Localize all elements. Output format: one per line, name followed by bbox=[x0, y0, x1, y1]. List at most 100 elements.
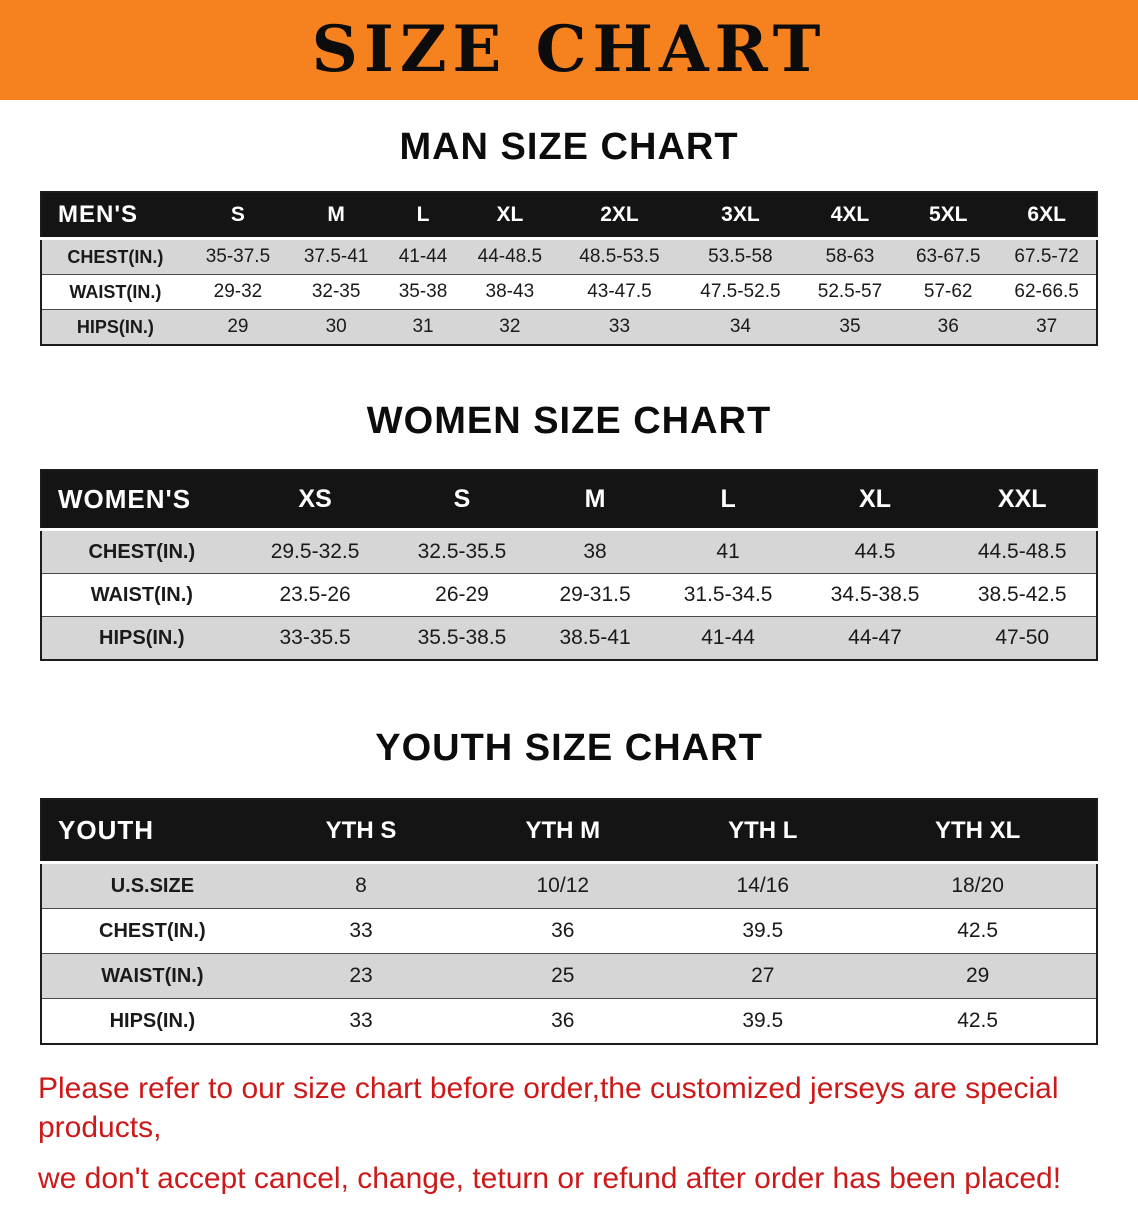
value-cell: 29.5-32.5 bbox=[270, 540, 360, 563]
value-cell: 42.5 bbox=[957, 1009, 999, 1032]
value-cell: 44.5 bbox=[854, 540, 896, 563]
value-cell: 33 bbox=[349, 1009, 373, 1032]
table-title-cell: MEN'S bbox=[58, 201, 139, 228]
disclaimer: Please refer to our size chart before or… bbox=[0, 1045, 1138, 1220]
men-size-section: MAN SIZE CHART MEN'S S M L XL 2XL 3XL 4XL 5XL 6XL… bbox=[0, 126, 1138, 346]
measurement-row: HIPS(IN.) 29 30 31 32 33 34 35 36 37 bbox=[41, 309, 1097, 345]
charts-container: MAN SIZE CHART MEN'S S M L XL 2XL 3XL 4XL 5XL 6XL… bbox=[0, 126, 1138, 1045]
size-header-cell: YTH S bbox=[325, 816, 397, 844]
value-cell: 32.5-35.5 bbox=[417, 540, 507, 563]
youth-size-table: YOUTH YTH S YTH M YTH L YTH XL U.S.SIZE 8 10/12… bbox=[40, 798, 1098, 1045]
value-cell: 48.5-53.5 bbox=[579, 246, 660, 267]
row-label-cell: HIPS(IN.) bbox=[99, 626, 185, 649]
header-row: YOUTH YTH S YTH M YTH L YTH XL bbox=[41, 799, 1097, 863]
value-cell: 8 bbox=[355, 874, 367, 897]
size-header-cell: YTH XL bbox=[934, 816, 1021, 844]
value-cell: 14/16 bbox=[736, 874, 790, 897]
row-label-cell: CHEST(IN.) bbox=[88, 540, 196, 563]
value-cell: 33 bbox=[608, 316, 631, 337]
row-label-cell: WAIST(IN.) bbox=[90, 583, 193, 606]
value-cell: 34 bbox=[729, 316, 751, 337]
size-header-cell: YTH L bbox=[728, 816, 798, 844]
size-header-cell: XL bbox=[859, 485, 891, 513]
value-cell: 67.5-72 bbox=[1014, 246, 1079, 267]
title-banner: SIZE CHART bbox=[0, 0, 1138, 100]
size-header-cell: 4XL bbox=[830, 203, 870, 226]
measurement-row: CHEST(IN.) 33 36 39.5 42.5 bbox=[41, 908, 1097, 954]
row-label-cell: HIPS(IN.) bbox=[76, 316, 154, 337]
value-cell: 23 bbox=[349, 964, 373, 987]
value-cell: 53.5-58 bbox=[708, 246, 773, 267]
value-cell: 37.5-41 bbox=[303, 246, 369, 267]
value-cell: 38-43 bbox=[485, 281, 535, 302]
table-title-cell: WOMEN'S bbox=[58, 484, 192, 514]
size-header-cell: L bbox=[416, 203, 430, 226]
value-cell: 33-35.5 bbox=[279, 626, 351, 649]
value-cell: 39.5 bbox=[742, 1009, 784, 1032]
youth-size-section: YOUTH SIZE CHART YOUTH YTH S YTH M YTH L YTH… bbox=[0, 727, 1138, 1045]
row-label-cell: WAIST(IN.) bbox=[101, 964, 204, 987]
value-cell: 26-29 bbox=[435, 583, 489, 606]
men-size-table: MEN'S S M L XL 2XL 3XL 4XL 5XL 6XL CHEST(IN.) 35-37… bbox=[40, 191, 1098, 346]
value-cell: 39.5 bbox=[742, 919, 784, 942]
size-header-cell: 3XL bbox=[721, 203, 760, 226]
measurement-row: HIPS(IN.) 33 36 39.5 42.5 bbox=[41, 998, 1097, 1044]
value-cell: 29-31.5 bbox=[559, 583, 631, 606]
women-size-table: WOMEN'S XS S M L XL XXL CHEST(IN.) 29.5-32.5 32.5… bbox=[40, 469, 1098, 661]
value-cell: 37 bbox=[1036, 316, 1058, 337]
value-cell: 36 bbox=[551, 919, 575, 942]
size-header-cell: L bbox=[720, 485, 736, 513]
value-cell: 38.5-42.5 bbox=[977, 583, 1067, 606]
measurement-row: WAIST(IN.) 23.5-26 26-29 29-31.5 31.5-34.5 34… bbox=[41, 573, 1097, 617]
size-header-cell: YTH M bbox=[525, 816, 601, 844]
size-header-cell: S bbox=[230, 203, 245, 226]
size-header-cell: 6XL bbox=[1027, 203, 1066, 226]
value-cell: 41-44 bbox=[398, 246, 448, 267]
value-cell: 35.5-38.5 bbox=[417, 626, 507, 649]
value-cell: 31 bbox=[412, 316, 434, 337]
row-label-cell: CHEST(IN.) bbox=[99, 919, 206, 942]
value-cell: 29-32 bbox=[213, 281, 263, 302]
value-cell: 44-47 bbox=[848, 626, 902, 649]
value-cell: 35 bbox=[839, 316, 861, 337]
value-cell: 32-35 bbox=[311, 281, 361, 302]
row-label-cell: WAIST(IN.) bbox=[69, 281, 162, 302]
value-cell: 58-63 bbox=[825, 246, 875, 267]
measurement-row: WAIST(IN.) 23 25 27 29 bbox=[41, 953, 1097, 999]
measurement-row: CHEST(IN.) 29.5-32.5 32.5-35.5 38 41 44.5 44.5… bbox=[41, 529, 1097, 574]
size-header-cell: 5XL bbox=[928, 203, 968, 226]
value-cell: 29 bbox=[965, 964, 990, 987]
value-cell: 41 bbox=[716, 540, 740, 563]
value-cell: 47-50 bbox=[995, 626, 1050, 649]
value-cell: 33 bbox=[349, 919, 373, 942]
value-cell: 27 bbox=[751, 964, 775, 987]
size-header-cell: XS bbox=[298, 485, 332, 513]
value-cell: 25 bbox=[551, 964, 575, 987]
value-cell: 35-37.5 bbox=[205, 246, 271, 267]
disclaimer-line-2: we don't accept cancel, change, teturn o… bbox=[38, 1162, 1062, 1195]
value-cell: 38 bbox=[583, 540, 607, 563]
value-cell: 42.5 bbox=[957, 919, 999, 942]
value-cell: 52.5-57 bbox=[817, 281, 883, 302]
value-cell: 10/12 bbox=[536, 874, 590, 897]
size-header-cell: S bbox=[453, 485, 471, 513]
value-cell: 62-66.5 bbox=[1014, 281, 1079, 302]
value-cell: 41-44 bbox=[701, 626, 755, 649]
row-label-cell: HIPS(IN.) bbox=[109, 1009, 196, 1032]
size-header-cell: M bbox=[327, 203, 345, 226]
measurement-row: CHEST(IN.) 35-37.5 37.5-41 41-44 44-48.5 48.5… bbox=[41, 238, 1097, 275]
disclaimer-line-1: Please refer to our size chart before or… bbox=[38, 1072, 1059, 1144]
value-cell: 57-62 bbox=[923, 281, 973, 302]
value-cell: 63-67.5 bbox=[915, 246, 981, 267]
value-cell: 23.5-26 bbox=[279, 583, 351, 606]
value-cell: 32 bbox=[499, 316, 521, 337]
header-row: WOMEN'S XS S M L XL XXL bbox=[41, 470, 1097, 530]
size-header-cell: M bbox=[584, 485, 606, 513]
value-cell: 34.5-38.5 bbox=[830, 583, 920, 606]
measurement-row: U.S.SIZE 8 10/12 14/16 18/20 bbox=[41, 862, 1097, 909]
value-cell: 31.5-34.5 bbox=[683, 583, 773, 606]
size-header-cell: 2XL bbox=[600, 203, 639, 226]
size-header-cell: XL bbox=[496, 203, 524, 226]
value-cell: 43-47.5 bbox=[587, 281, 652, 302]
